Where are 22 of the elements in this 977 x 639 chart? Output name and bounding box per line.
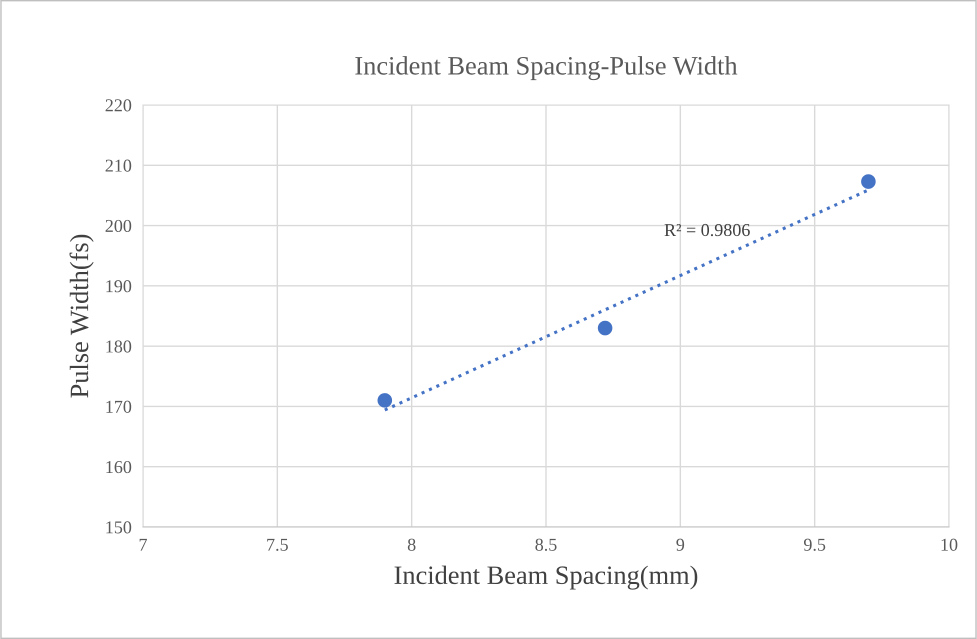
x-axis-title: Incident Beam Spacing(mm) <box>394 566 698 590</box>
x-tick-label: 8.5 <box>535 538 557 551</box>
x-tick-label: 8 <box>408 538 416 551</box>
x-tick-label: 9 <box>676 538 684 551</box>
y-tick-label: 150 <box>106 521 132 534</box>
y-tick-label: 160 <box>106 460 132 474</box>
x-tick-label: 9.5 <box>804 538 826 551</box>
y-tick-label: 210 <box>106 160 132 172</box>
y-tick-label: 180 <box>106 340 132 353</box>
chart-title: Incident Beam Spacing-Pulse Width <box>355 56 738 80</box>
annotation: R² = 0.9806 <box>664 224 750 236</box>
y-tick-label: 170 <box>106 400 132 413</box>
point <box>861 174 876 189</box>
x-tick-label: 10 <box>942 538 958 551</box>
x-tick-label: 7 <box>140 538 147 551</box>
y-tick-label: 220 <box>106 99 132 112</box>
y-axis-title: Pulse Width(fs) <box>69 234 94 398</box>
y-tick-label: 200 <box>106 220 132 232</box>
point <box>598 320 612 336</box>
x-tick-label: 7.5 <box>267 538 288 551</box>
point <box>378 393 392 408</box>
y-tick-label: 190 <box>106 280 132 292</box>
